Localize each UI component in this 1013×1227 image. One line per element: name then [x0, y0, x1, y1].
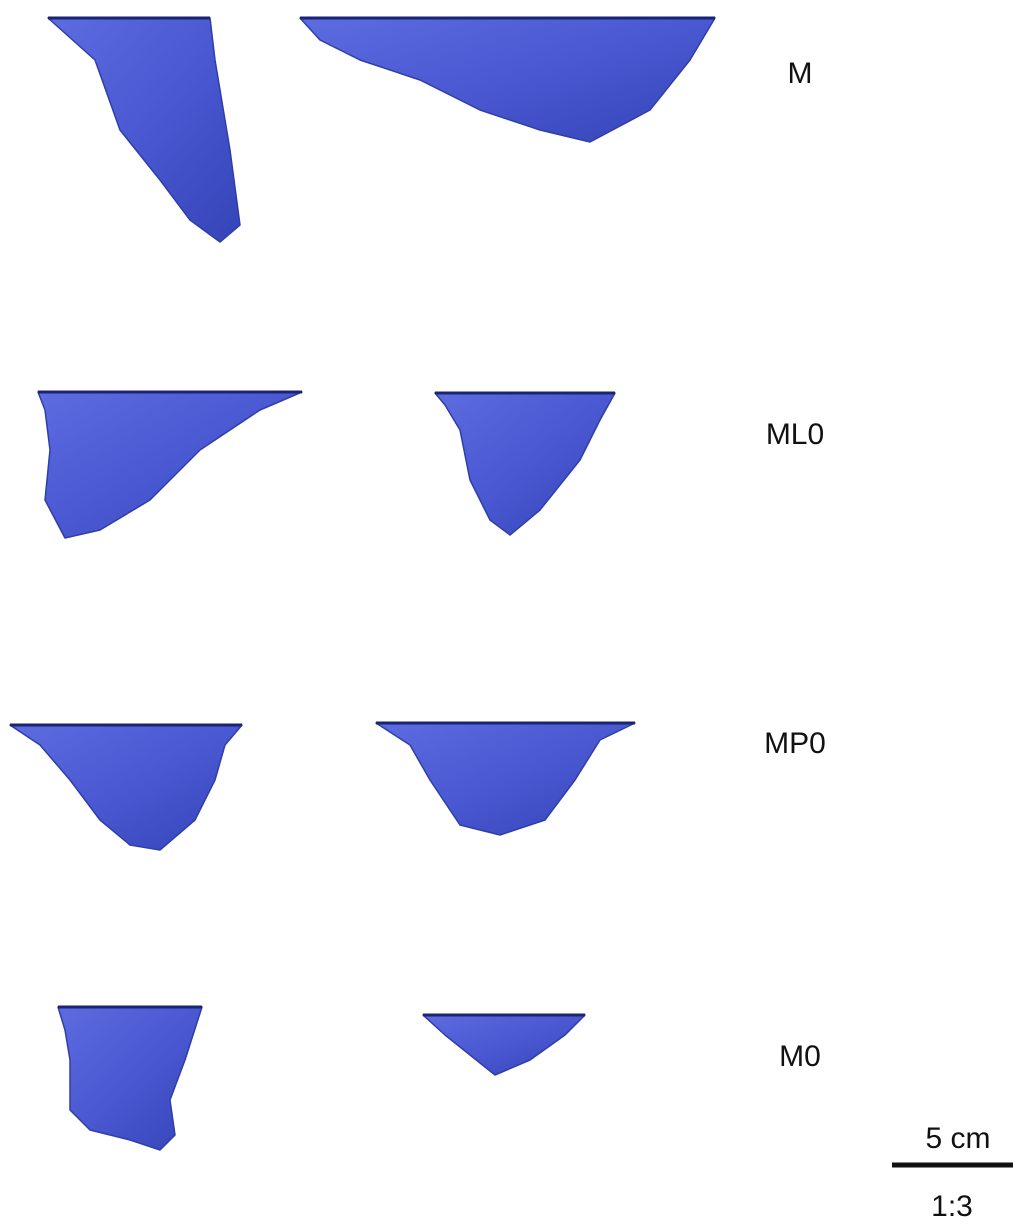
row-label: M0 — [779, 1040, 821, 1073]
scan-shape — [38, 392, 302, 538]
page: M ML0 MP0 M0 5 cm 1:3 (() => { const dat… — [0, 0, 1013, 1227]
scan-shape — [58, 1007, 202, 1150]
scan-shape — [376, 723, 635, 835]
scan-shape — [435, 393, 615, 535]
scale-length: 5 cm — [925, 1122, 990, 1155]
row-label: MP0 — [764, 727, 826, 760]
scan-shape — [48, 18, 240, 242]
scan-shape — [300, 18, 715, 142]
row-label: ML0 — [766, 418, 824, 451]
scan-shape — [423, 1015, 585, 1075]
figure: M ML0 MP0 M0 5 cm 1:3 — [0, 0, 1013, 1227]
scan-shape — [10, 725, 242, 850]
scale-ratio: 1:3 — [931, 1190, 973, 1223]
row-label: M — [788, 57, 813, 90]
